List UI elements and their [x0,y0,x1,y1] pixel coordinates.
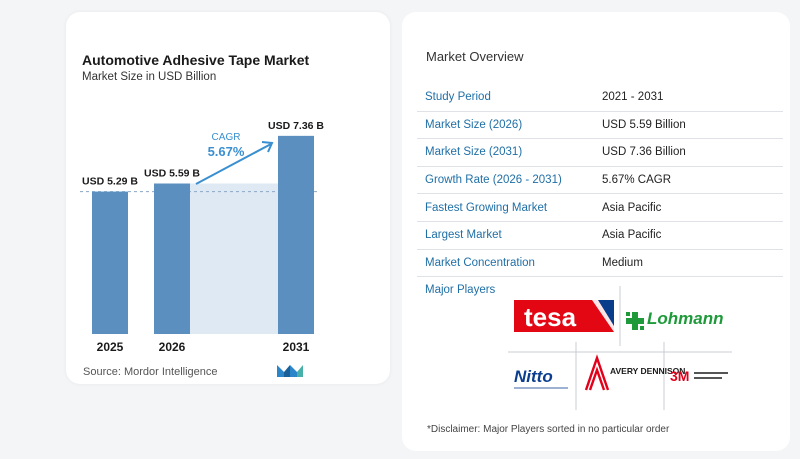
overview-value: 2021 - 2031 [602,91,664,104]
overview-value: Medium [602,256,643,269]
avery-dennison-logo-text: AVERY DENNISON [610,366,685,376]
tesa-logo: tesa [514,300,614,332]
lohmann-logo-text: Lohmann [647,309,724,328]
tick-label-2026: 2026 [159,340,186,354]
data-label-2031: USD 7.36 B [268,120,324,132]
tick-label-2031: 2031 [283,340,310,354]
tick-label-2025: 2025 [97,340,124,354]
nitto-logo: Nitto [514,367,568,389]
overview-row: Growth Rate (2026 - 2031) 5.67% CAGR [417,167,783,195]
avery-dennison-logo: AVERY DENNISON [584,354,685,391]
3m-logo-text: 3M [670,368,689,384]
data-label-2025: USD 5.29 B [82,176,138,188]
overview-label: Study Period [425,91,491,104]
bar-2031 [278,135,314,334]
overview-row: Fastest Growing Market Asia Pacific [417,194,783,222]
overview-label: Market Concentration [425,256,535,269]
3m-logo: 3M [670,368,728,384]
overview-row: Study Period 2021 - 2031 [417,84,783,112]
overview-row: Market Size (2026) USD 5.59 Billion [417,112,783,140]
overview-value: USD 7.36 Billion [602,146,686,159]
nitto-logo-text: Nitto [514,367,553,386]
cagr-label: CAGR [212,132,241,143]
major-players-logos: tesa Lohmann Nitto AVERY DENNISON 3M [508,286,732,410]
overview-value: 5.67% CAGR [602,174,672,187]
overview-row: Market Size (2031) USD 7.36 Billion [417,139,783,167]
bar-2025 [92,191,128,334]
overview-value: Asia Pacific [602,201,662,214]
cagr-arrow-head [261,141,274,153]
overview-label: Fastest Growing Market [425,201,548,214]
overview-row: Market Concentration Medium [417,250,783,278]
overview-card [402,12,790,451]
chart-subtitle: Market Size in USD Billion [82,71,217,83]
mordor-intelligence-logo [277,365,303,377]
overview-label: Market Size (2031) [425,146,523,159]
major-players-label: Major Players [425,284,496,296]
disclaimer-text: *Disclaimer: Major Players sorted in no … [427,424,670,435]
cagr-value: 5.67% [208,144,245,159]
data-label-2026: USD 5.59 B [144,168,200,180]
overview-label: Growth Rate (2026 - 2031) [425,174,562,187]
overview-label: Market Size (2026) [425,118,523,131]
bar-2026 [154,183,190,334]
overview-label: Largest Market [425,229,502,242]
chart-title: Automotive Adhesive Tape Market [82,52,310,68]
overview-value: USD 5.59 Billion [602,118,686,131]
tesa-logo-text: tesa [524,302,577,332]
lohmann-logo: Lohmann [626,309,724,330]
overview-table: Study Period 2021 - 2031 Market Size (20… [417,84,783,278]
overview-row: Largest Market Asia Pacific [417,222,783,250]
bar-chart: USD 5.29 B 2025 USD 5.59 B 2026 USD 7.36 B 20… [80,120,324,354]
overview-title: Market Overview [426,49,524,64]
growth-band [190,183,278,334]
overview-value: Asia Pacific [602,229,662,242]
cagr-arrow-line [195,143,272,185]
source-text: Source: Mordor Intelligence [83,366,218,378]
